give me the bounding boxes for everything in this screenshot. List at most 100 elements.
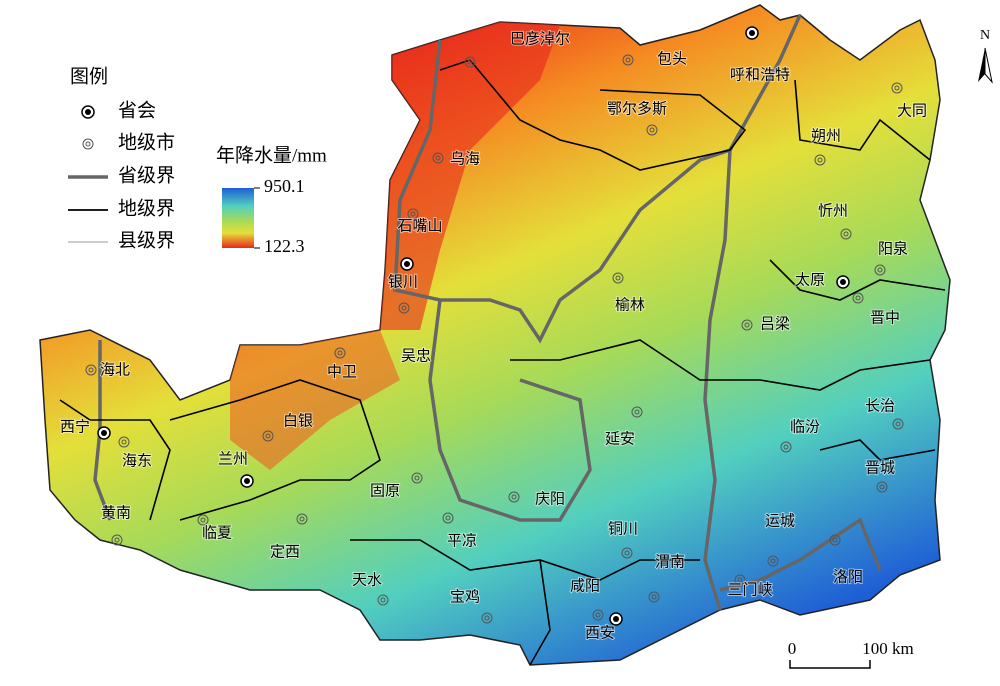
prefecture-dot	[832, 537, 838, 543]
prefecture-marker	[464, 56, 476, 68]
prefecture-dot	[200, 517, 206, 523]
region	[39, 4, 951, 666]
prefecture-dot	[445, 515, 451, 521]
city-label: 吕梁	[760, 315, 790, 332]
prefecture-marker	[411, 472, 423, 484]
legend-item: 县级界	[118, 229, 175, 251]
prefecture-dot	[651, 594, 657, 600]
prefecture-marker	[85, 364, 97, 376]
prefecture-marker	[767, 555, 779, 567]
city-label: 中卫	[327, 363, 357, 380]
prefecture-marker	[876, 481, 888, 493]
city-label: 三门峡	[727, 581, 772, 598]
city-label: 巴彦淖尔	[510, 30, 570, 47]
city-label: 白银	[283, 412, 313, 429]
city-label: 咸阳	[570, 577, 600, 594]
prefecture-dot	[615, 275, 621, 281]
prefecture-marker	[741, 319, 753, 331]
capital-dot	[613, 616, 619, 622]
scale-label: 0	[788, 639, 797, 658]
north-arrow-right	[984, 47, 993, 84]
prefecture-dot	[843, 231, 849, 237]
prefecture-marker	[432, 152, 444, 164]
prefecture-marker	[481, 612, 493, 624]
prefecture-marker	[398, 302, 410, 314]
city-label: 黄南	[101, 504, 131, 521]
prefecture-marker	[508, 491, 520, 503]
prefecture-dot	[467, 59, 473, 65]
prefecture-marker	[814, 154, 826, 166]
capital-dot	[404, 261, 410, 267]
prefecture-dot	[88, 367, 94, 373]
prefecture-marker	[334, 347, 346, 359]
city-label: 临夏	[202, 524, 232, 541]
prefecture-marker	[621, 547, 633, 559]
prefecture-dot	[737, 577, 743, 583]
prefecture-dot	[855, 295, 861, 301]
prefecture-dot	[114, 537, 120, 543]
city-label: 延安	[605, 430, 635, 447]
legend-capital-dot	[85, 109, 91, 115]
prefecture-dot	[625, 57, 631, 63]
city-label: 西宁	[60, 418, 90, 435]
prefecture-dot	[410, 211, 416, 217]
prefecture-dot	[879, 484, 885, 490]
prefecture-marker	[592, 609, 604, 621]
prefecture-dot	[595, 612, 601, 618]
prefecture-marker	[296, 513, 308, 525]
prefecture-marker	[622, 54, 634, 66]
prefecture-dot	[895, 421, 901, 427]
prefecture-marker	[646, 124, 658, 136]
prefecture-dot	[337, 350, 343, 356]
north-label: N	[980, 28, 990, 43]
prefecture-marker	[111, 534, 123, 546]
city-label: 临汾	[790, 418, 820, 435]
legend-prefecture-symbol	[82, 138, 94, 150]
prefecture-marker	[442, 512, 454, 524]
prefecture-dot	[435, 155, 441, 161]
city-label: 晋中	[870, 309, 900, 326]
city-label: 吴忠	[401, 347, 431, 364]
prefecture-dot	[649, 127, 655, 133]
legend-title: 图例	[70, 65, 108, 87]
city-label: 定西	[270, 543, 300, 560]
prefecture-marker	[874, 264, 886, 276]
city-label: 西安	[585, 624, 615, 641]
city-label: 渭南	[655, 553, 685, 570]
prefecture-dot	[299, 516, 305, 522]
prefecture-dot	[634, 409, 640, 415]
city-label: 庆阳	[535, 490, 565, 507]
prefecture-dot	[511, 494, 517, 500]
prefecture-dot	[894, 85, 900, 91]
city-label: 乌海	[450, 150, 480, 167]
prefecture-dot	[624, 550, 630, 556]
prefecture-marker	[631, 406, 643, 418]
colorbar-ramp	[222, 188, 254, 248]
city-label: 固原	[370, 482, 400, 499]
prefecture-dot	[770, 558, 776, 564]
legend-item: 地级界	[118, 197, 175, 219]
colorbar-max-label: 950.1	[264, 176, 305, 196]
scale-bar: 0 100 km	[788, 639, 914, 669]
legend-item: 省会	[118, 99, 156, 121]
prefecture-marker	[891, 82, 903, 94]
city-label: 石嘴山	[397, 217, 442, 234]
prefecture-dot	[380, 597, 386, 603]
prefecture-marker	[852, 292, 864, 304]
capital-dot	[244, 478, 250, 484]
prefecture-marker	[407, 208, 419, 220]
colorbar-title: 年降水量/mm	[216, 144, 327, 166]
city-label: 平凉	[447, 532, 477, 549]
capital-dot	[749, 30, 755, 36]
prefecture-marker	[840, 228, 852, 240]
city-label: 忻州	[818, 202, 848, 219]
colorbar: 年降水量/mm 950.1 122.3	[216, 144, 327, 256]
city-label: 呼和浩特	[730, 66, 790, 83]
colorbar-min-label: 122.3	[264, 236, 305, 256]
city-label: 运城	[765, 512, 795, 529]
prefecture-dot	[401, 305, 407, 311]
legend: 图例 省会 地级市 省级界 地级界 县级界	[68, 65, 175, 251]
prefecture-marker	[118, 436, 130, 448]
